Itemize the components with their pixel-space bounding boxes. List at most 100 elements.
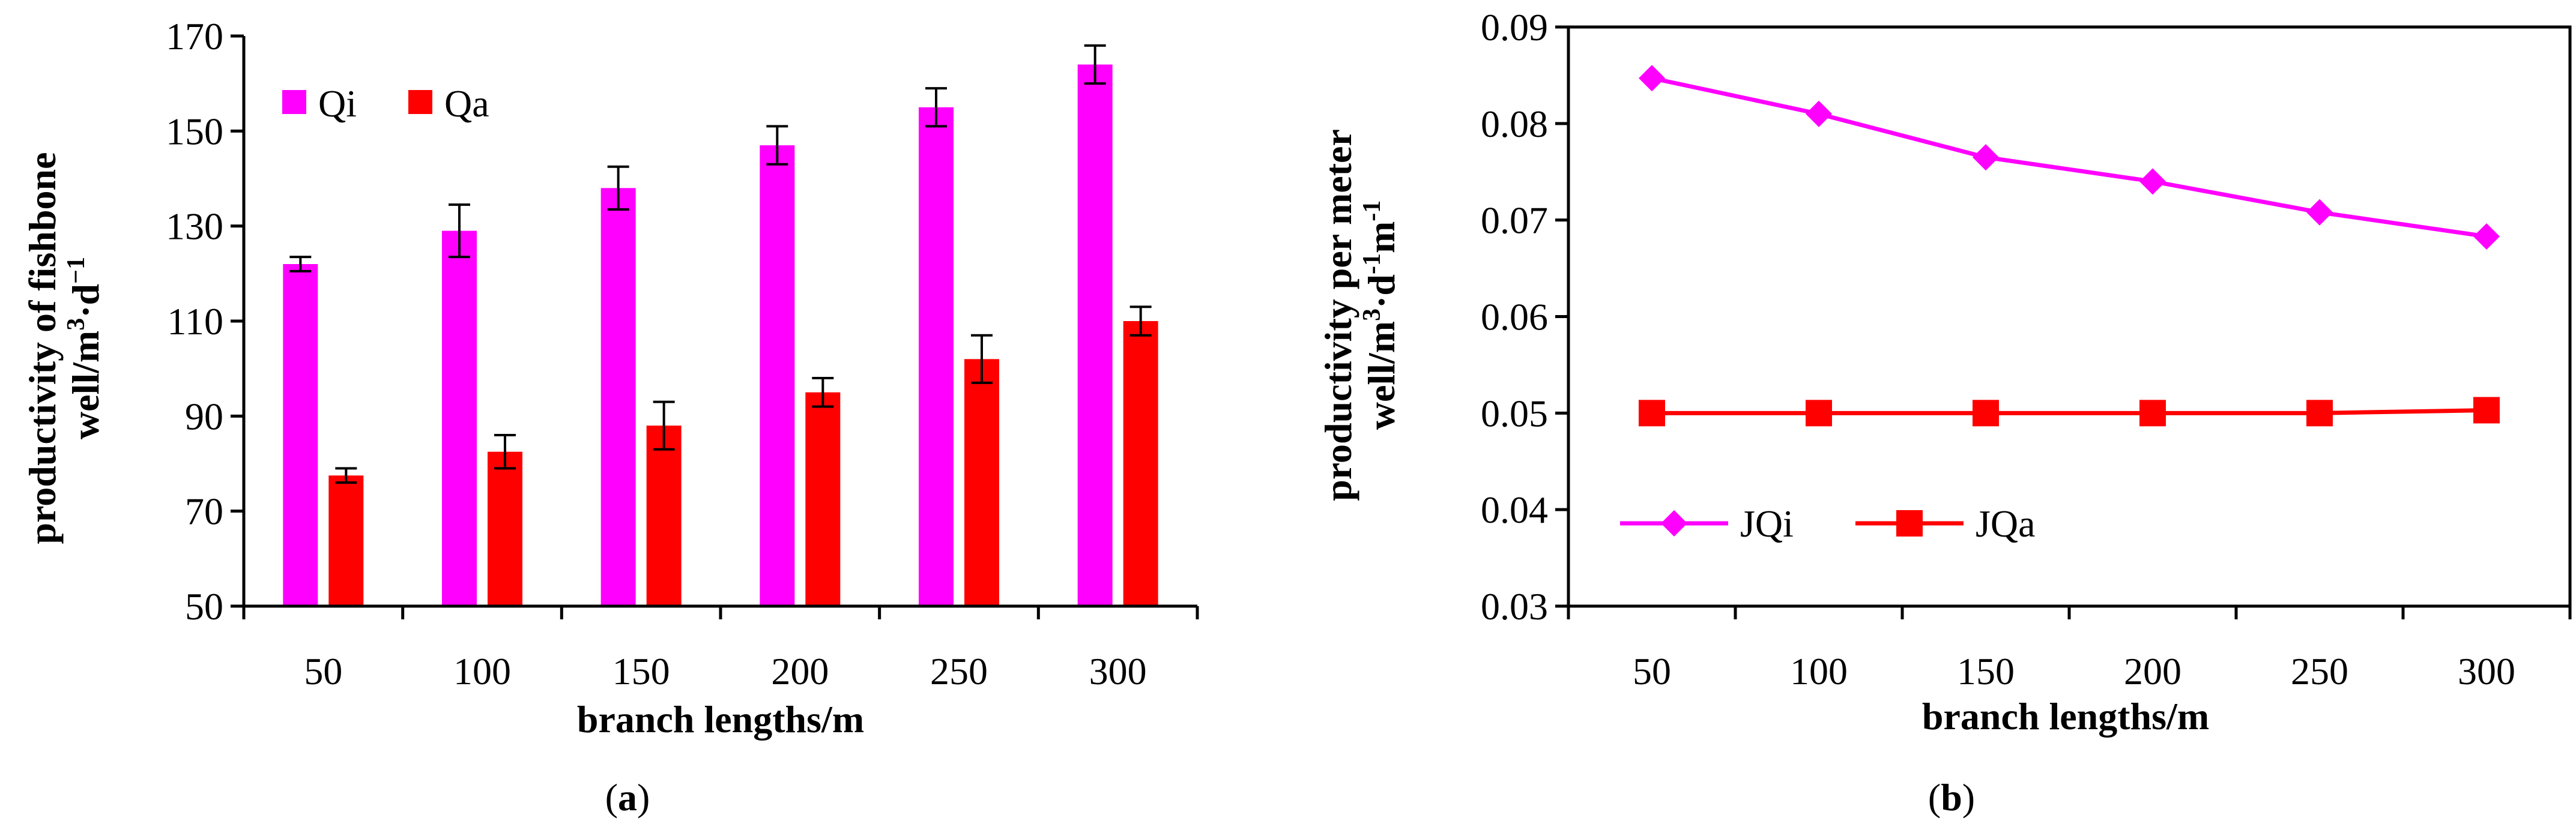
panel-label-b: (b) [1928, 776, 1975, 819]
point-jqa-200 [2139, 400, 2166, 427]
chart-b-x-ticks: 50 100 150 200 250 300 [1567, 606, 2572, 693]
panel-label-a: (a) [605, 776, 650, 819]
chart-a-y-tick-label: 110 [167, 300, 223, 343]
chart-a-y-tick-label: 170 [166, 15, 223, 58]
chart-a-y-axis-title: productivity of fishbone well/m3·d−1 [21, 152, 107, 544]
bar-qa-300 [1123, 321, 1158, 606]
chart-b-x-axis-title: branch lengths/m [1922, 695, 2209, 738]
error-bar-qa-100 [494, 434, 516, 470]
error-bar-qa-150 [653, 400, 675, 451]
legend-jqi: JQi [1620, 502, 1794, 545]
chart-a-y-unit-sup2: −1 [62, 257, 90, 284]
chart-a-y-ticks: 50 70 90 110 130 150 170 [166, 15, 244, 628]
panel-label-a-open: ( [605, 776, 618, 819]
chart-b-plot-frame [1567, 25, 2572, 608]
legend-swatch-qi [282, 90, 306, 114]
legend-jqa: JQa [1855, 502, 2036, 545]
chart-b-y-ticks: 0.03 0.04 0.05 0.06 0.07 0.08 0.09 [1481, 6, 1568, 628]
chart-a-error-bars [289, 44, 1152, 484]
chart-a-y-tick-label: 50 [185, 585, 223, 628]
bar-qi-250 [919, 107, 954, 606]
error-bar-qi-300 [1084, 44, 1106, 85]
chart-a-x-ticks: 50 100 150 200 250 300 [242, 606, 1199, 693]
chart-a-x-axis-title: branch lengths/m [577, 698, 864, 741]
point-jqa-250 [2306, 400, 2333, 427]
chart-a-x-tick-label: 50 [304, 650, 342, 693]
chart-b-y-unit-sup3: -1 [1358, 200, 1386, 221]
point-jqa-150 [1973, 400, 1999, 427]
bar-qi-100 [442, 230, 477, 606]
chart-a-y-axis-title-line1: productivity of fishbone [21, 152, 64, 544]
bar-qa-100 [488, 451, 522, 606]
legend-label-jqa: JQa [1976, 502, 2036, 545]
chart-b-y-unit-mid2: m [1360, 221, 1403, 253]
bar-qa-150 [646, 426, 682, 606]
bar-qa-250 [964, 359, 999, 606]
error-bar-qa-300 [1129, 305, 1152, 337]
bar-qa-200 [805, 392, 841, 606]
legend-label-qa: Qa [444, 82, 489, 125]
chart-a-y-unit-prefix: well/m [64, 331, 107, 439]
bar-qa-50 [328, 475, 364, 606]
chart-b-y-tick-label: 0.03 [1481, 585, 1548, 628]
bar-qi-300 [1077, 64, 1113, 606]
chart-b-x-tick-label: 200 [2124, 650, 2181, 693]
chart-b-y-axis-title-line1: productivity per meter [1317, 129, 1359, 501]
chart-b-y-unit-sup2: -1 [1358, 253, 1386, 274]
chart-a-bars [283, 64, 1158, 607]
error-bar-qi-200 [766, 125, 788, 166]
point-jqi-200 [2139, 168, 2166, 195]
legend-swatch-qa [408, 90, 432, 114]
point-jqi-300 [2473, 223, 2500, 250]
legend-label-jqi: JQi [1740, 502, 1794, 545]
bar-qi-50 [283, 264, 318, 606]
series-line-jqa [1652, 408, 2487, 415]
panel-label-b-letter: b [1941, 776, 1962, 819]
chart-a-x-tick-label: 250 [930, 650, 988, 693]
chart-b-y-tick-label: 0.05 [1481, 392, 1548, 435]
chart-b-line: 0.03 0.04 0.05 0.06 0.07 0.08 0.09 50 100 150 200… [1317, 6, 2572, 819]
bar-qi-200 [760, 145, 795, 607]
chart-a-x-tick-label: 300 [1089, 650, 1147, 693]
error-bar-qa-250 [971, 334, 993, 384]
point-jqa-300 [2473, 397, 2500, 424]
legend-jqi-marker [1661, 510, 1687, 537]
chart-b-y-unit-sup: 3 [1358, 308, 1386, 321]
point-jqi-50 [1639, 65, 1665, 92]
error-bar-qi-150 [607, 165, 629, 211]
chart-b-y-unit-prefix: well/m [1360, 321, 1403, 430]
chart-b-y-tick-label: 0.09 [1481, 6, 1548, 49]
chart-b-x-tick-label: 100 [1790, 650, 1848, 693]
chart-a-y-tick-label: 90 [185, 395, 223, 438]
chart-a-x-tick-label: 150 [612, 650, 670, 693]
chart-b-y-axis-title-line2: well/m3·d-1m-1 [1358, 200, 1403, 430]
error-bar-qa-200 [812, 377, 834, 408]
chart-a-y-tick-label: 70 [185, 490, 223, 533]
point-jqi-100 [1806, 100, 1832, 127]
error-bar-qa-50 [335, 467, 357, 484]
bar-qi-150 [600, 188, 636, 606]
point-jqa-100 [1806, 400, 1832, 427]
chart-a-x-tick-label: 200 [771, 650, 829, 693]
chart-b-y-tick-label: 0.07 [1481, 199, 1548, 242]
chart-a-y-axis-title-line2: well/m3·d−1 [62, 257, 107, 439]
chart-b-y-tick-label: 0.04 [1481, 489, 1548, 531]
chart-b-y-tick-label: 0.08 [1481, 103, 1548, 145]
legend-jqa-marker [1896, 510, 1923, 537]
legend-label-qi: Qi [318, 82, 357, 125]
panel-label-a-close: ) [637, 776, 650, 819]
error-bar-qi-250 [925, 87, 947, 128]
chart-a-y-tick-label: 130 [166, 205, 223, 248]
error-bar-qi-50 [289, 256, 312, 272]
chart-b-y-tick-label: 0.06 [1481, 296, 1548, 338]
chart-b-x-tick-label: 150 [1957, 650, 2015, 693]
chart-b-x-tick-label: 50 [1633, 650, 1671, 693]
panel-label-b-open: ( [1928, 776, 1941, 819]
point-jqi-150 [1973, 144, 1999, 171]
panel-label-b-close: ) [1962, 776, 1975, 819]
point-jqi-250 [2306, 199, 2333, 226]
chart-b-y-unit-mid: ·d [1360, 274, 1403, 308]
chart-b-x-tick-label: 250 [2291, 650, 2348, 693]
